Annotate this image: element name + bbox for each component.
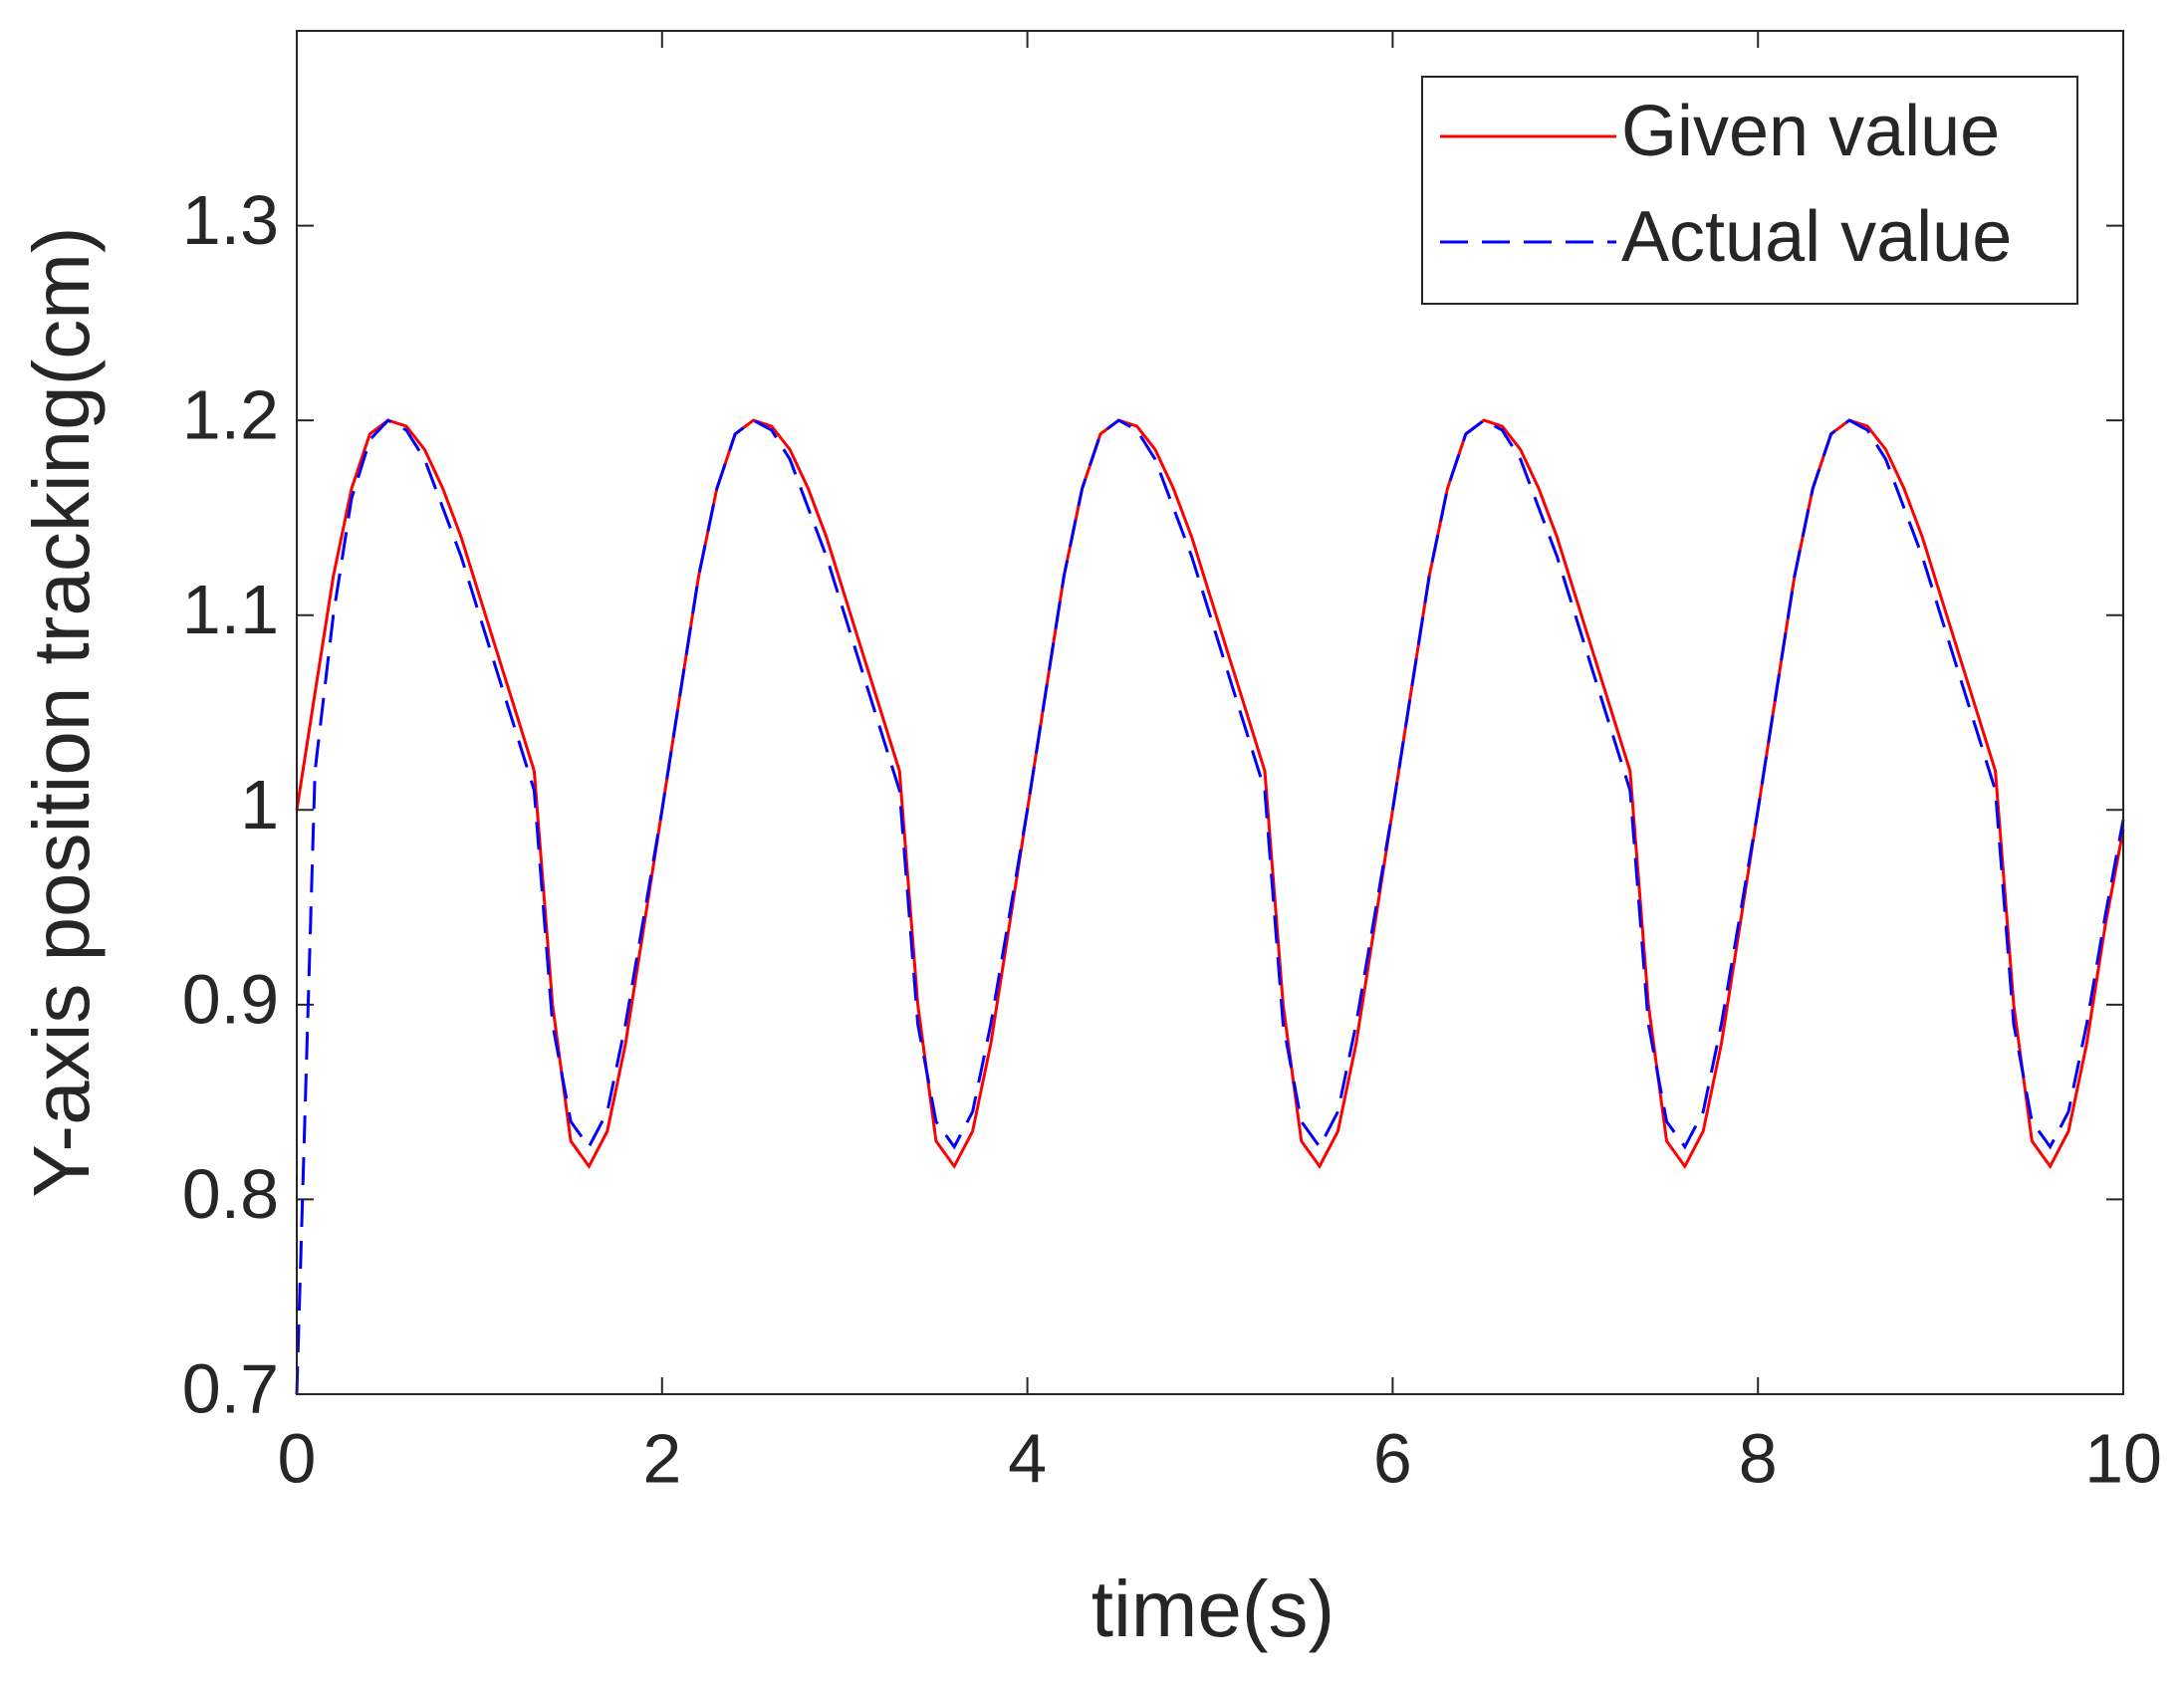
- x-tick-label: 0: [278, 1419, 317, 1497]
- y-tick-label: 0.7: [182, 1349, 279, 1427]
- legend-label: Actual value: [1621, 197, 2012, 277]
- data-line: [295, 418, 2125, 1395]
- x-axis-label: time(s): [1092, 1564, 1335, 1653]
- x-tick-label: 8: [1739, 1419, 1778, 1497]
- x-tick-label: 4: [1008, 1419, 1047, 1497]
- x-tick-label: 6: [1373, 1419, 1412, 1497]
- y-tick-label: 1.1: [182, 571, 279, 648]
- legend-label: Given value: [1621, 92, 2000, 171]
- x-tick-label: 10: [2084, 1419, 2162, 1497]
- y-tick-label: 0.8: [182, 1155, 279, 1233]
- legend-box: [1421, 76, 2078, 305]
- y-tick-label: 1.2: [182, 376, 279, 454]
- y-tick-label: 1: [240, 766, 279, 843]
- data-line: [295, 418, 2125, 1170]
- y-tick-label: 1.3: [182, 181, 279, 259]
- y-tick-label: 0.9: [182, 960, 279, 1038]
- x-tick-label: 2: [642, 1419, 681, 1497]
- axes-box: [296, 30, 2124, 1395]
- y-axis-label: Y-axis position tracking(cm): [17, 226, 106, 1197]
